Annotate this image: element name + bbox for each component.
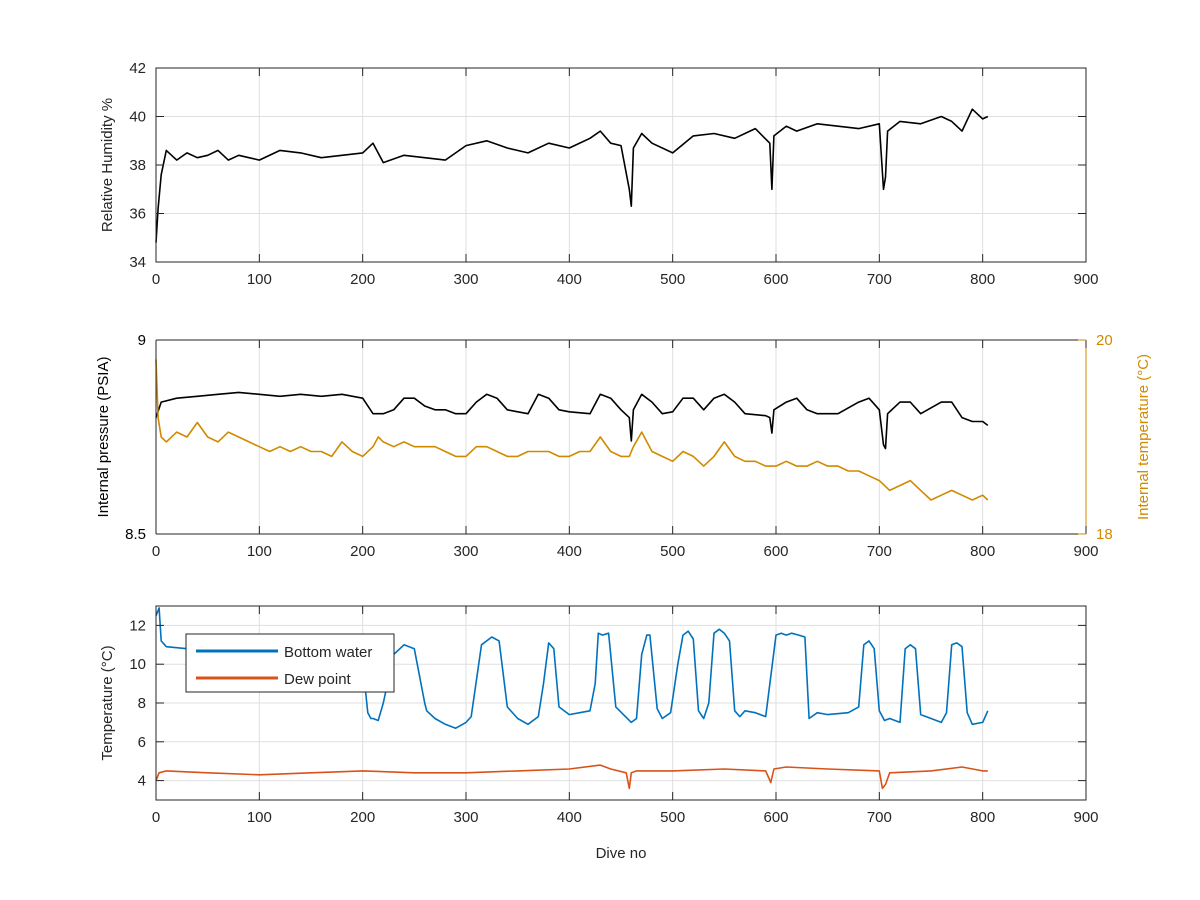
x-tick-label: 600: [763, 543, 788, 560]
temperature-y-ticks: 4 6 8 10 12: [129, 617, 1086, 790]
x-tick-label: 300: [453, 809, 478, 826]
x-tick-label: 100: [247, 809, 272, 826]
temperature-y-axis-label: Temperature (°C): [99, 645, 116, 760]
x-tick-label: 200: [350, 271, 375, 288]
x-tick-label: 500: [660, 809, 685, 826]
humidity-grid: [156, 68, 1086, 262]
x-tick-label: 700: [867, 543, 892, 560]
x-tick-label: 700: [867, 271, 892, 288]
series-line-1-1: [155, 359, 989, 501]
temperature-series: [155, 607, 989, 790]
pressure-x-ticks: 0 100 200 300 400 500 600 700 800 900: [152, 340, 1099, 560]
series-line-0-0: [155, 108, 989, 243]
pressure-y-ticks: 8.59: [125, 332, 164, 543]
x-tick-label: 800: [970, 809, 995, 826]
y-tick-label: 12: [129, 617, 146, 634]
x-tick-label: 900: [1073, 809, 1098, 826]
x-tick-label: 900: [1073, 543, 1098, 560]
x-tick-label: 700: [867, 809, 892, 826]
x-tick-label: 300: [453, 543, 478, 560]
x-tick-label: 200: [350, 543, 375, 560]
humidity-x-ticks: 0 100 200 300 400 500 600 700 800 900: [152, 68, 1099, 288]
x-tick-label: 500: [660, 271, 685, 288]
x-tick-label: 500: [660, 543, 685, 560]
x-tick-label: 0: [152, 809, 160, 826]
pressure-temperature-series: [155, 359, 989, 501]
humidity-plot: 0 100 200 300 400 500 600 700 800 900 3436384042 …: [99, 60, 1099, 288]
temperature-x-ticks: 0 100 200 300 400 500 600 700 800 900: [152, 606, 1099, 826]
internal-temperature-y-axis-label: Internal temperature (°C): [1135, 354, 1152, 520]
x-tick-label: 600: [763, 271, 788, 288]
x-tick-label: 800: [970, 271, 995, 288]
legend-label-dew-point: Dew point: [284, 671, 352, 688]
x-tick-label: 300: [453, 271, 478, 288]
x-tick-label: 0: [152, 271, 160, 288]
y-tick-label: 10: [129, 656, 146, 673]
x-tick-label: 100: [247, 543, 272, 560]
y-tick-label: 8: [138, 695, 146, 712]
humidity-y-axis-label: Relative Humidity %: [99, 98, 116, 232]
y-tick-label: 4: [138, 773, 146, 790]
y-right-tick-label: 18: [1096, 526, 1113, 543]
y-tick-label: 34: [129, 254, 146, 271]
x-tick-label: 400: [557, 271, 582, 288]
humidity-series: [155, 108, 989, 243]
series-line-1-0: [155, 391, 989, 450]
pressure-grid: [258, 340, 984, 534]
x-tick-label: 600: [763, 809, 788, 826]
y-tick-label: 9: [138, 332, 146, 349]
x-tick-label: 900: [1073, 271, 1098, 288]
x-tick-label: 400: [557, 809, 582, 826]
x-tick-label: 200: [350, 809, 375, 826]
y-tick-label: 42: [129, 60, 146, 77]
y-tick-label: 8.5: [125, 526, 146, 543]
pressure-y-axis-label: Internal pressure (PSIA): [95, 357, 112, 518]
x-tick-label: 0: [152, 543, 160, 560]
legend: Bottom water Dew point: [185, 633, 395, 693]
series-line-dew-point: [155, 764, 988, 790]
humidity-y-ticks: 34 36 38 40 42: [129, 60, 1086, 271]
legend-label-bottom-water: Bottom water: [284, 644, 372, 661]
y-tick-label: 36: [129, 206, 146, 223]
y-tick-label: 38: [129, 157, 146, 174]
y-right-tick-label: 20: [1096, 332, 1113, 349]
x-tick-label: 100: [247, 271, 272, 288]
series-line-bottom-water: [155, 607, 989, 729]
x-tick-label: 400: [557, 543, 582, 560]
x-tick-label: 800: [970, 543, 995, 560]
temperature-plot: 0 100 200 300 400 500 600 700 800 900 4 6 8 10 12 Tem…: [99, 605, 1099, 862]
x-axis-label: Dive no: [596, 845, 647, 862]
y-tick-label: 6: [138, 734, 146, 751]
y-tick-label: 40: [129, 109, 146, 126]
